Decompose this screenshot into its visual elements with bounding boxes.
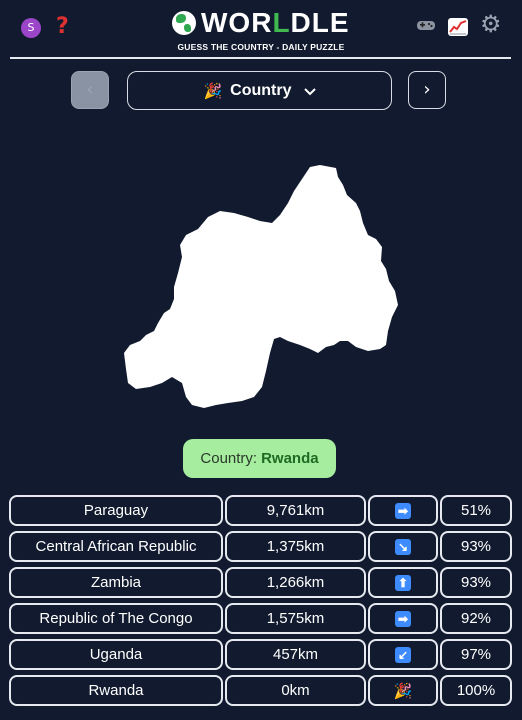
guess-direction: ↙ xyxy=(368,639,438,670)
guess-row: Rwanda 0km 🎉 100% xyxy=(9,675,512,706)
answer-badge: Country: Rwanda xyxy=(183,439,336,478)
chart-icon[interactable] xyxy=(448,18,468,36)
logo-text: WORLDLE xyxy=(201,7,350,38)
guess-distance: 0km xyxy=(225,675,366,706)
header: S ? WORLDLE GUESS THE COUNTRY - DAILY PU… xyxy=(0,0,522,58)
guess-proximity: 100% xyxy=(440,675,512,706)
guess-direction: ↘ xyxy=(368,531,438,562)
arrow-right-icon: ➡ xyxy=(395,610,411,627)
mode-select-label: Country xyxy=(230,81,292,99)
guess-country: Uganda xyxy=(9,639,223,670)
guess-proximity: 93% xyxy=(440,567,512,598)
logo: WORLDLE xyxy=(172,8,350,38)
guess-distance: 457km xyxy=(225,639,366,670)
next-button[interactable]: › xyxy=(408,71,446,109)
guess-distance: 1,575km xyxy=(225,603,366,634)
gamepad-icon[interactable] xyxy=(416,15,436,39)
guess-row: Republic of The Congo 1,575km ➡ 92% xyxy=(9,603,512,634)
mode-select[interactable]: 🎉 Country xyxy=(127,71,392,110)
guess-row: Zambia 1,266km ⬆ 93% xyxy=(9,567,512,598)
guess-direction: ➡ xyxy=(368,603,438,634)
globe-icon xyxy=(172,11,196,35)
guess-proximity: 92% xyxy=(440,603,512,634)
gear-icon[interactable]: ⚙ xyxy=(480,10,502,38)
guess-country: Republic of The Congo xyxy=(9,603,223,634)
guess-direction: ⬆ xyxy=(368,567,438,598)
previous-button[interactable]: ‹ xyxy=(71,71,109,109)
tagline: GUESS THE COUNTRY - DAILY PUZZLE xyxy=(177,42,345,52)
arrow-right-icon: ➡ xyxy=(395,502,411,519)
guess-proximity: 97% xyxy=(440,639,512,670)
arrow-down-left-icon: ↙ xyxy=(395,646,411,663)
guess-distance: 1,375km xyxy=(225,531,366,562)
guess-row: Central African Republic 1,375km ↘ 93% xyxy=(9,531,512,562)
guess-country: Paraguay xyxy=(9,495,223,526)
guess-country: Central African Republic xyxy=(9,531,223,562)
country-silhouette xyxy=(124,165,398,408)
arrow-down-right-icon: ↘ xyxy=(395,538,411,555)
guess-proximity: 93% xyxy=(440,531,512,562)
guess-distance: 9,761km xyxy=(225,495,366,526)
guess-row: Uganda 457km ↙ 97% xyxy=(9,639,512,670)
guess-direction: 🎉 xyxy=(368,675,438,706)
help-icon[interactable]: ? xyxy=(56,14,69,39)
guess-country: Rwanda xyxy=(9,675,223,706)
guess-row: Paraguay 9,761km ➡ 51% xyxy=(9,495,512,526)
avatar[interactable]: S xyxy=(21,18,41,38)
answer-prefix: Country: xyxy=(200,450,258,467)
guess-country: Zambia xyxy=(9,567,223,598)
party-icon: 🎉 xyxy=(203,82,223,100)
guess-distance: 1,266km xyxy=(225,567,366,598)
party-icon: 🎉 xyxy=(393,682,413,700)
answer-country: Rwanda xyxy=(261,450,319,467)
guess-direction: ➡ xyxy=(368,495,438,526)
guess-proximity: 51% xyxy=(440,495,512,526)
chevron-down-icon xyxy=(303,83,316,99)
header-divider xyxy=(10,57,511,59)
arrow-up-icon: ⬆ xyxy=(395,574,411,591)
